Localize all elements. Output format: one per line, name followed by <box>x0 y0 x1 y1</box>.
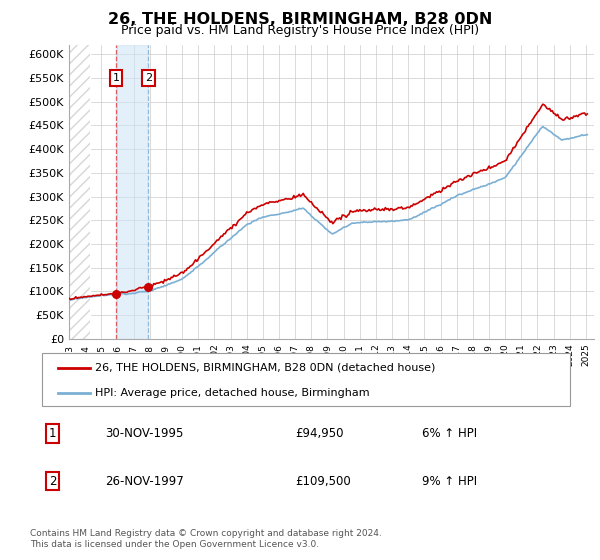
Text: £94,950: £94,950 <box>295 427 344 440</box>
Text: Contains HM Land Registry data © Crown copyright and database right 2024.
This d: Contains HM Land Registry data © Crown c… <box>30 529 382 549</box>
Text: 30-NOV-1995: 30-NOV-1995 <box>106 427 184 440</box>
Text: 6% ↑ HPI: 6% ↑ HPI <box>422 427 477 440</box>
Text: 9% ↑ HPI: 9% ↑ HPI <box>422 474 477 488</box>
Text: Price paid vs. HM Land Registry's House Price Index (HPI): Price paid vs. HM Land Registry's House … <box>121 24 479 36</box>
FancyBboxPatch shape <box>42 353 570 406</box>
Text: 2: 2 <box>145 73 152 83</box>
Text: 1: 1 <box>113 73 119 83</box>
Text: HPI: Average price, detached house, Birmingham: HPI: Average price, detached house, Birm… <box>95 388 370 398</box>
Text: £109,500: £109,500 <box>295 474 351 488</box>
Text: 26-NOV-1997: 26-NOV-1997 <box>106 474 184 488</box>
Text: 26, THE HOLDENS, BIRMINGHAM, B28 0DN (detached house): 26, THE HOLDENS, BIRMINGHAM, B28 0DN (de… <box>95 363 435 373</box>
Bar <box>116 45 148 339</box>
Bar <box>69 45 90 339</box>
Text: 2: 2 <box>49 474 56 488</box>
Text: 1: 1 <box>49 427 56 440</box>
Bar <box>69 45 90 339</box>
Text: 26, THE HOLDENS, BIRMINGHAM, B28 0DN: 26, THE HOLDENS, BIRMINGHAM, B28 0DN <box>108 12 492 27</box>
